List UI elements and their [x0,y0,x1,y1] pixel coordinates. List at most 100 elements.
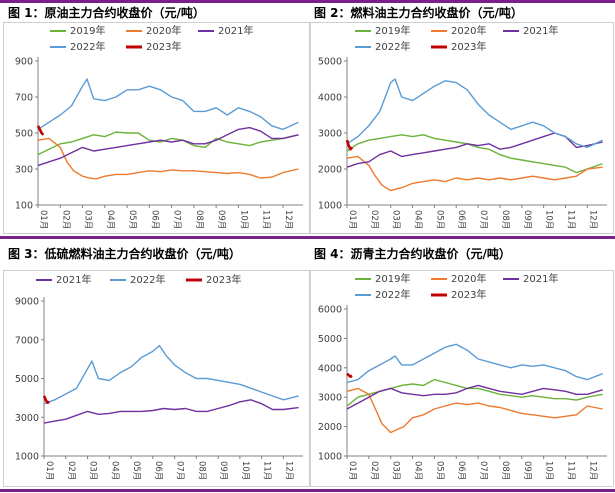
legend-label-2023: 2023年 [146,40,181,53]
series-line-2019 [346,378,603,407]
x-tick-label: 08月 [500,461,510,480]
x-tick-label: 09月 [216,210,226,229]
x-tick-label: 01月 [38,210,48,229]
y-tick-label: 700 [15,93,33,104]
chart-3-svg: 1000 3000 5000 7000 9000 01月 02月 03月 04月 05月 06月 07… [15,273,303,480]
x-tick-label: 11月 [262,461,272,480]
x-tick-label: 07月 [478,461,488,480]
x-tick-label: 03月 [83,210,93,229]
series-line-2019 [37,131,299,156]
y-tick-label: 300 [15,165,33,176]
bottom-divider [0,489,615,492]
series-line-2021 [346,384,603,410]
y-tick-label: 100 [15,201,33,212]
x-tick-label: 08月 [194,210,204,229]
top-divider [0,0,615,3]
series-line-2020 [346,387,603,434]
x-tick-label: 02月 [369,461,379,480]
x-tick-label: 12月 [587,461,597,480]
x-tick-label: 07月 [478,210,488,229]
chart-1-svg: 100 300 500 700 900 01月 02月 03月 04月 05月 06月 07月 08月 0… [15,24,303,229]
panel-3-title: 图 3：低硫燃料油主力合约收盘价（元/吨） [8,247,241,261]
x-tick-label: 11月 [261,210,271,229]
legend-label-2023: 2023年 [206,273,241,286]
y-tick-label: 5000 [15,374,39,385]
legend-label-2021: 2021年 [523,24,558,37]
legend-label-2022: 2022年 [130,273,165,286]
y-tick-label: 900 [15,57,33,68]
x-tick-label: 06月 [456,210,466,229]
x-tick-label: 07月 [175,461,185,480]
chart-4-svg: 1000 2000 3000 4000 5000 6000 01月 02月 03月 04月 05月 0… [318,272,607,480]
y-tick-label: 1000 [15,452,39,463]
legend-label-2020: 2020年 [451,24,486,37]
x-tick-label: 09月 [218,461,228,480]
x-tick-label: 01月 [347,210,357,229]
chart-3: 1000 3000 5000 7000 9000 01月 02月 03月 04月 05月 06月 07… [3,270,310,487]
x-tick-label: 02月 [60,210,70,229]
x-tick-label: 11月 [565,210,575,229]
series-line-2023 [36,125,45,136]
x-tick-label: 10月 [544,210,554,229]
x-tick-label: 08月 [196,461,206,480]
x-tick-label: 04月 [109,461,119,480]
x-tick-label: 01月 [44,461,54,480]
series-line-2020 [37,137,299,180]
y-tick-label: 4000 [318,363,342,374]
series-line-2022 [37,78,299,131]
y-tick-label: 7000 [15,335,39,346]
legend-label-2019: 2019年 [375,24,410,37]
x-tick-label: 09月 [522,461,532,480]
x-tick-label: 09月 [522,210,532,229]
y-tick-label: 5000 [318,334,342,345]
y-tick-label: 1000 [318,201,342,212]
x-tick-label: 05月 [434,461,444,480]
y-tick-label: 5000 [318,57,342,68]
y-tick-label: 2000 [318,165,342,176]
panel-2-title: 图 2：燃料油主力合约收盘价（元/吨） [314,6,523,20]
legend-label-2023: 2023年 [451,288,486,301]
series-line-2021 [43,399,299,424]
x-tick-label: 04月 [105,210,115,229]
y-tick-label: 6000 [318,305,342,316]
x-tick-label: 03月 [88,461,98,480]
panel-1-title: 图 1：原油主力合约收盘价（元/吨） [8,6,205,20]
x-tick-label: 12月 [283,210,293,229]
legend-label-2020: 2020年 [146,24,181,37]
x-tick-label: 10月 [544,461,554,480]
x-tick-label: 05月 [127,210,137,229]
x-tick-label: 05月 [434,210,444,229]
chart-2-svg: 1000 2000 3000 4000 5000 01月 02月 03月 04月 05月 06月 07… [318,24,607,229]
y-tick-label: 4000 [318,93,342,104]
x-tick-label: 11月 [565,461,575,480]
x-tick-label: 03月 [391,210,401,229]
series-line-2023 [346,372,353,378]
legend-label-2020: 2020年 [451,272,486,285]
series-line-2023 [42,395,50,404]
y-tick-label: 9000 [15,297,39,308]
legend-label-2021: 2021年 [523,272,558,285]
series-line-2022 [346,343,603,384]
series-line-2020 [346,155,603,192]
x-tick-label: 04月 [413,210,423,229]
legend-label-2019: 2019年 [375,272,410,285]
y-tick-label: 3000 [318,129,342,140]
legend-label-2021: 2021年 [56,273,91,286]
x-tick-label: 05月 [131,461,141,480]
chart-2: 1000 2000 3000 4000 5000 01月 02月 03月 04月 05月 06月 07… [310,22,614,234]
x-tick-label: 12月 [587,210,597,229]
panel-4-title: 图 4：沥青主力合约收盘价（元/吨） [314,247,511,261]
legend-label-2022: 2022年 [375,288,410,301]
chart-1: 100 300 500 700 900 01月 02月 03月 04月 05月 06月 07月 08月 0… [3,22,310,234]
x-tick-label: 03月 [391,461,401,480]
y-tick-label: 500 [15,129,33,140]
legend-label-2019: 2019年 [70,24,105,37]
y-tick-label: 1000 [318,452,342,463]
series-line-2021 [37,126,299,167]
x-tick-label: 10月 [238,210,248,229]
series-line-2022 [346,78,603,149]
legend-label-2023: 2023年 [451,40,486,53]
x-tick-label: 01月 [347,461,357,480]
legend-label-2021: 2021年 [218,24,253,37]
